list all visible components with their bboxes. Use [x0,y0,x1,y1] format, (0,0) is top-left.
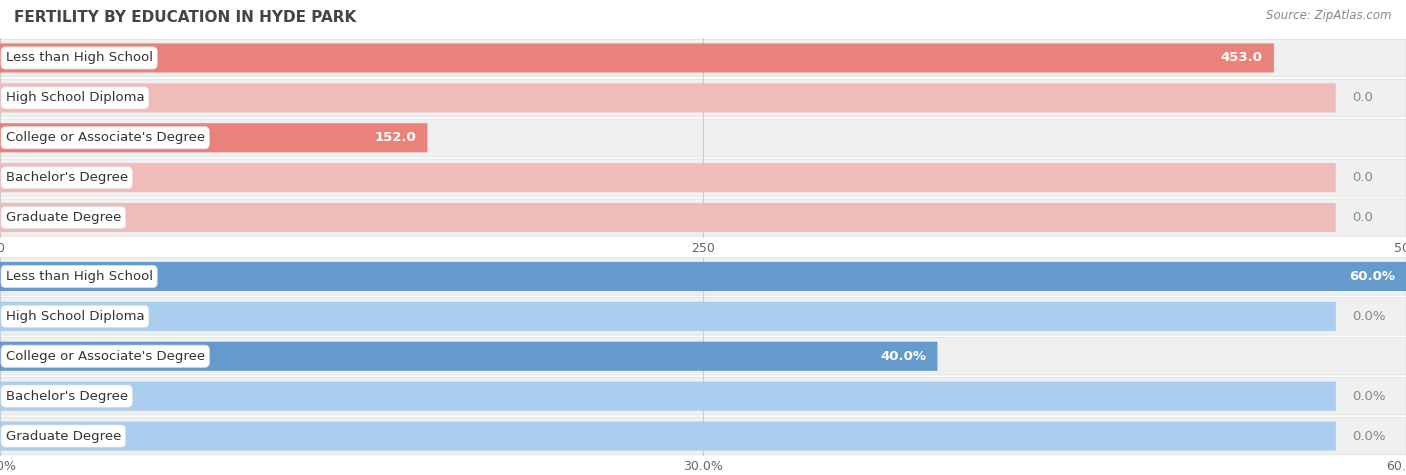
Text: College or Associate's Degree: College or Associate's Degree [6,131,205,144]
Text: Bachelor's Degree: Bachelor's Degree [6,390,128,403]
Text: 60.0%: 60.0% [1348,270,1395,283]
Text: 40.0%: 40.0% [880,350,927,363]
FancyBboxPatch shape [0,381,1336,411]
FancyBboxPatch shape [0,203,1336,232]
FancyBboxPatch shape [0,79,1406,116]
Text: High School Diploma: High School Diploma [6,91,145,104]
FancyBboxPatch shape [0,119,1406,156]
Text: Graduate Degree: Graduate Degree [6,211,121,224]
FancyBboxPatch shape [0,342,938,371]
FancyBboxPatch shape [0,298,1406,335]
Text: 0.0: 0.0 [1353,91,1374,104]
FancyBboxPatch shape [0,421,1336,451]
FancyBboxPatch shape [0,159,1406,196]
FancyBboxPatch shape [0,338,1406,375]
FancyBboxPatch shape [0,418,1406,455]
Text: Less than High School: Less than High School [6,270,153,283]
Text: Graduate Degree: Graduate Degree [6,429,121,443]
Text: 0.0%: 0.0% [1353,429,1386,443]
Text: 0.0: 0.0 [1353,171,1374,184]
Text: FERTILITY BY EDUCATION IN HYDE PARK: FERTILITY BY EDUCATION IN HYDE PARK [14,10,356,25]
Text: 0.0: 0.0 [1353,211,1374,224]
FancyBboxPatch shape [0,262,1406,291]
FancyBboxPatch shape [0,123,427,152]
Text: Less than High School: Less than High School [6,51,153,65]
Text: 453.0: 453.0 [1220,51,1263,65]
FancyBboxPatch shape [0,199,1406,236]
FancyBboxPatch shape [0,43,1274,73]
Text: 0.0%: 0.0% [1353,390,1386,403]
FancyBboxPatch shape [0,302,1336,331]
Text: 152.0: 152.0 [374,131,416,144]
FancyBboxPatch shape [0,163,1336,192]
Text: College or Associate's Degree: College or Associate's Degree [6,350,205,363]
Text: 0.0%: 0.0% [1353,310,1386,323]
FancyBboxPatch shape [0,39,1406,76]
FancyBboxPatch shape [0,258,1406,295]
Text: Bachelor's Degree: Bachelor's Degree [6,171,128,184]
FancyBboxPatch shape [0,83,1336,113]
Text: High School Diploma: High School Diploma [6,310,145,323]
Text: Source: ZipAtlas.com: Source: ZipAtlas.com [1267,10,1392,22]
FancyBboxPatch shape [0,378,1406,415]
